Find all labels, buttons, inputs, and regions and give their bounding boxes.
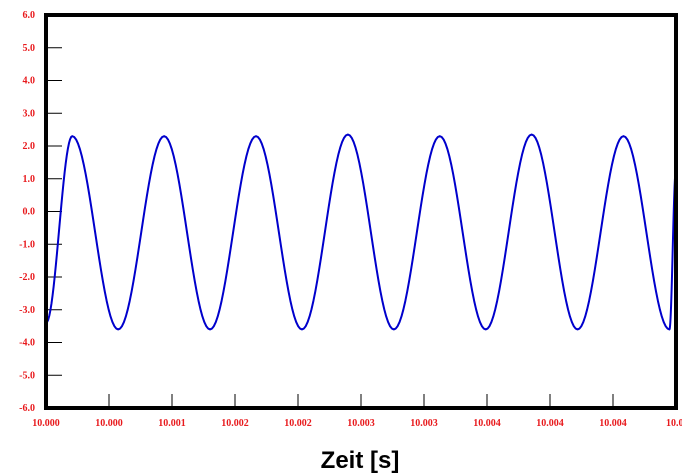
x-axis-labels: 10.000 10.000 10.001 10.002 10.002 10.003 10.0… [32,418,682,429]
series-layer [45,133,677,331]
x-axis-title: Zeit [s] [321,447,400,474]
x-tick-label: 10.000 [95,418,123,429]
plot-frame [44,13,678,410]
x-axis-ticks [108,394,614,408]
y-tick-label: -5.0 [19,370,35,381]
y-tick-label: -2.0 [19,272,35,283]
y-tick-label: 2.0 [23,141,36,152]
x-tick-label: 10.004 [473,418,501,429]
y-tick-label: 5.0 [23,43,36,54]
x-tick-label: 10.003 [347,418,375,429]
y-tick-label: -6.0 [19,403,35,414]
y-tick-label: 3.0 [23,108,36,119]
y-tick-label: 0.0 [23,207,36,218]
series-line [45,133,677,331]
y-tick-label: 6.0 [23,10,36,21]
y-tick-label: -1.0 [19,239,35,250]
x-tick-label: 10.002 [284,418,312,429]
x-tick-label: 10.000 [32,418,60,429]
x-tick-label: 10.002 [221,418,249,429]
y-tick-label: 4.0 [23,76,36,87]
y-tick-label: -3.0 [19,305,35,316]
plot-area [46,15,676,408]
y-axis-ticks [46,47,62,376]
x-tick-label: 10.00 [666,418,682,429]
y-axis-labels: 6.0 5.0 4.0 3.0 2.0 1.0 0.0 -1.0 -2.0 -3.0 -4.0 -5.… [19,10,35,414]
y-tick-label: -4.0 [19,338,35,349]
y-tick-label: 1.0 [23,174,36,185]
x-tick-label: 10.004 [536,418,564,429]
x-tick-label: 10.001 [158,418,186,429]
x-tick-label: 10.003 [410,418,438,429]
x-tick-label: 10.004 [599,418,627,429]
